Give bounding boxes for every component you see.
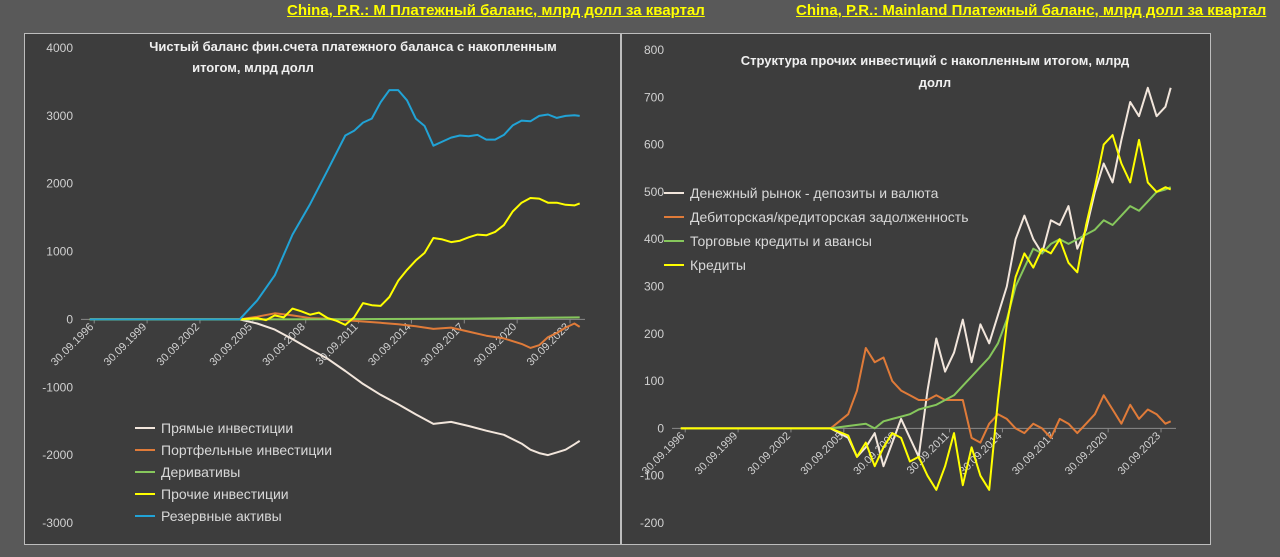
left-chart-series-line-5 <box>89 89 580 321</box>
left-chart-x-tick-label: 30.09.1999 <box>102 321 149 368</box>
left-chart-series-line-4 <box>89 197 581 326</box>
left-chart-x-tick-label: 30.09.2014 <box>366 321 413 368</box>
right-chart-panel: Структура прочих инвестиций с накопленны… <box>621 33 1211 545</box>
right-chart-y-tick-label: -200 <box>640 516 664 530</box>
right-chart-x-tick-label: 30.09.2002 <box>746 430 793 477</box>
right-chart-x-tick-label: 30.09.2020 <box>1063 430 1110 477</box>
left-header-label[interactable]: China, P.R.: M Платежный баланс, млрд до… <box>287 2 705 19</box>
right-chart-y-tick-label: 700 <box>644 90 664 104</box>
left-chart-y-tick-label: 2000 <box>46 177 73 191</box>
left-chart-y-tick-label: 0 <box>66 312 73 326</box>
left-chart-panel: Чистый баланс фин.счета платежного балан… <box>24 33 621 545</box>
left-chart-y-tick-label: -2000 <box>42 448 73 462</box>
left-chart-legend-label-4: Прочие инвестиции <box>161 486 289 502</box>
right-chart-legend-label-1: Денежный рынок - депозиты и валюта <box>690 185 939 201</box>
left-chart-legend-label-5: Резервные активы <box>161 508 282 524</box>
left-header-country[interactable]: China, P.R.: M <box>287 2 386 19</box>
left-chart: Чистый баланс фин.счета платежного балан… <box>42 39 585 530</box>
right-chart-legend-label-2: Дебиторская/кредиторская задолженность <box>690 209 969 225</box>
left-chart-y-tick-label: 4000 <box>46 41 73 55</box>
left-chart-title-line1: Чистый баланс фин.счета платежного балан… <box>149 39 557 54</box>
left-header-title[interactable]: Платежный баланс, млрд долл за квартал <box>390 2 705 19</box>
right-header-country[interactable]: China, P.R.: Mainland <box>796 2 948 19</box>
left-chart-series-line-3 <box>89 316 580 321</box>
right-chart-legend-label-3: Торговые кредиты и авансы <box>690 233 872 249</box>
right-chart-y-tick-label: 600 <box>644 138 664 152</box>
right-header-label[interactable]: China, P.R.: Mainland Платежный баланс, … <box>796 2 1266 19</box>
right-header-title[interactable]: Платежный баланс, млрд долл за квартал <box>951 2 1267 19</box>
right-chart-series-line-2 <box>680 347 1172 444</box>
right-chart-y-tick-label: 200 <box>644 327 664 341</box>
right-chart-title-line1: Структура прочих инвестиций с накопленны… <box>741 53 1130 68</box>
left-chart-series-line-2 <box>89 312 581 349</box>
right-chart-y-tick-label: 500 <box>644 185 664 199</box>
right-chart-x-tick-label: 30.09.2023 <box>1116 430 1163 477</box>
left-chart-legend-label-3: Деривативы <box>161 464 240 480</box>
left-chart-x-tick-label: 30.09.1996 <box>49 321 96 368</box>
right-chart-x-tick-label: 30.09.2005 <box>799 430 846 477</box>
left-chart-x-tick-label: 30.09.2002 <box>155 321 202 368</box>
left-chart-legend-label-1: Прямые инвестиции <box>161 420 293 436</box>
right-chart-y-tick-label: 300 <box>644 280 664 294</box>
left-chart-title-line2: итогом, млрд долл <box>192 60 314 75</box>
right-chart-legend-label-4: Кредиты <box>690 257 746 273</box>
right-chart: Структура прочих инвестиций с накопленны… <box>640 43 1176 530</box>
right-chart-y-tick-label: 400 <box>644 232 664 246</box>
right-chart-title-line2: долл <box>919 75 951 90</box>
left-chart-y-tick-label: 3000 <box>46 109 73 123</box>
right-chart-x-tick-label: 30.09.1999 <box>693 430 740 477</box>
right-chart-y-tick-label: 0 <box>657 421 664 435</box>
right-chart-y-tick-label: -100 <box>640 469 664 483</box>
left-chart-x-tick-label: 30.09.2011 <box>314 321 361 368</box>
left-chart-y-tick-label: -3000 <box>42 516 73 530</box>
right-chart-y-tick-label: 100 <box>644 374 664 388</box>
right-chart-x-tick-label: 30.09.2014 <box>957 430 1004 477</box>
right-chart-series-line-1 <box>680 86 1172 468</box>
left-chart-legend-label-2: Портфельные инвестиции <box>161 442 332 458</box>
left-chart-series-line-1 <box>89 318 581 457</box>
left-chart-y-tick-label: -1000 <box>42 380 73 394</box>
right-chart-y-tick-label: 800 <box>644 43 664 57</box>
left-chart-x-tick-label: 30.09.2005 <box>208 321 255 368</box>
right-chart-series-line-4 <box>680 134 1172 491</box>
left-chart-y-tick-label: 1000 <box>46 245 73 259</box>
left-chart-x-tick-label: 30.09.2020 <box>472 321 519 368</box>
